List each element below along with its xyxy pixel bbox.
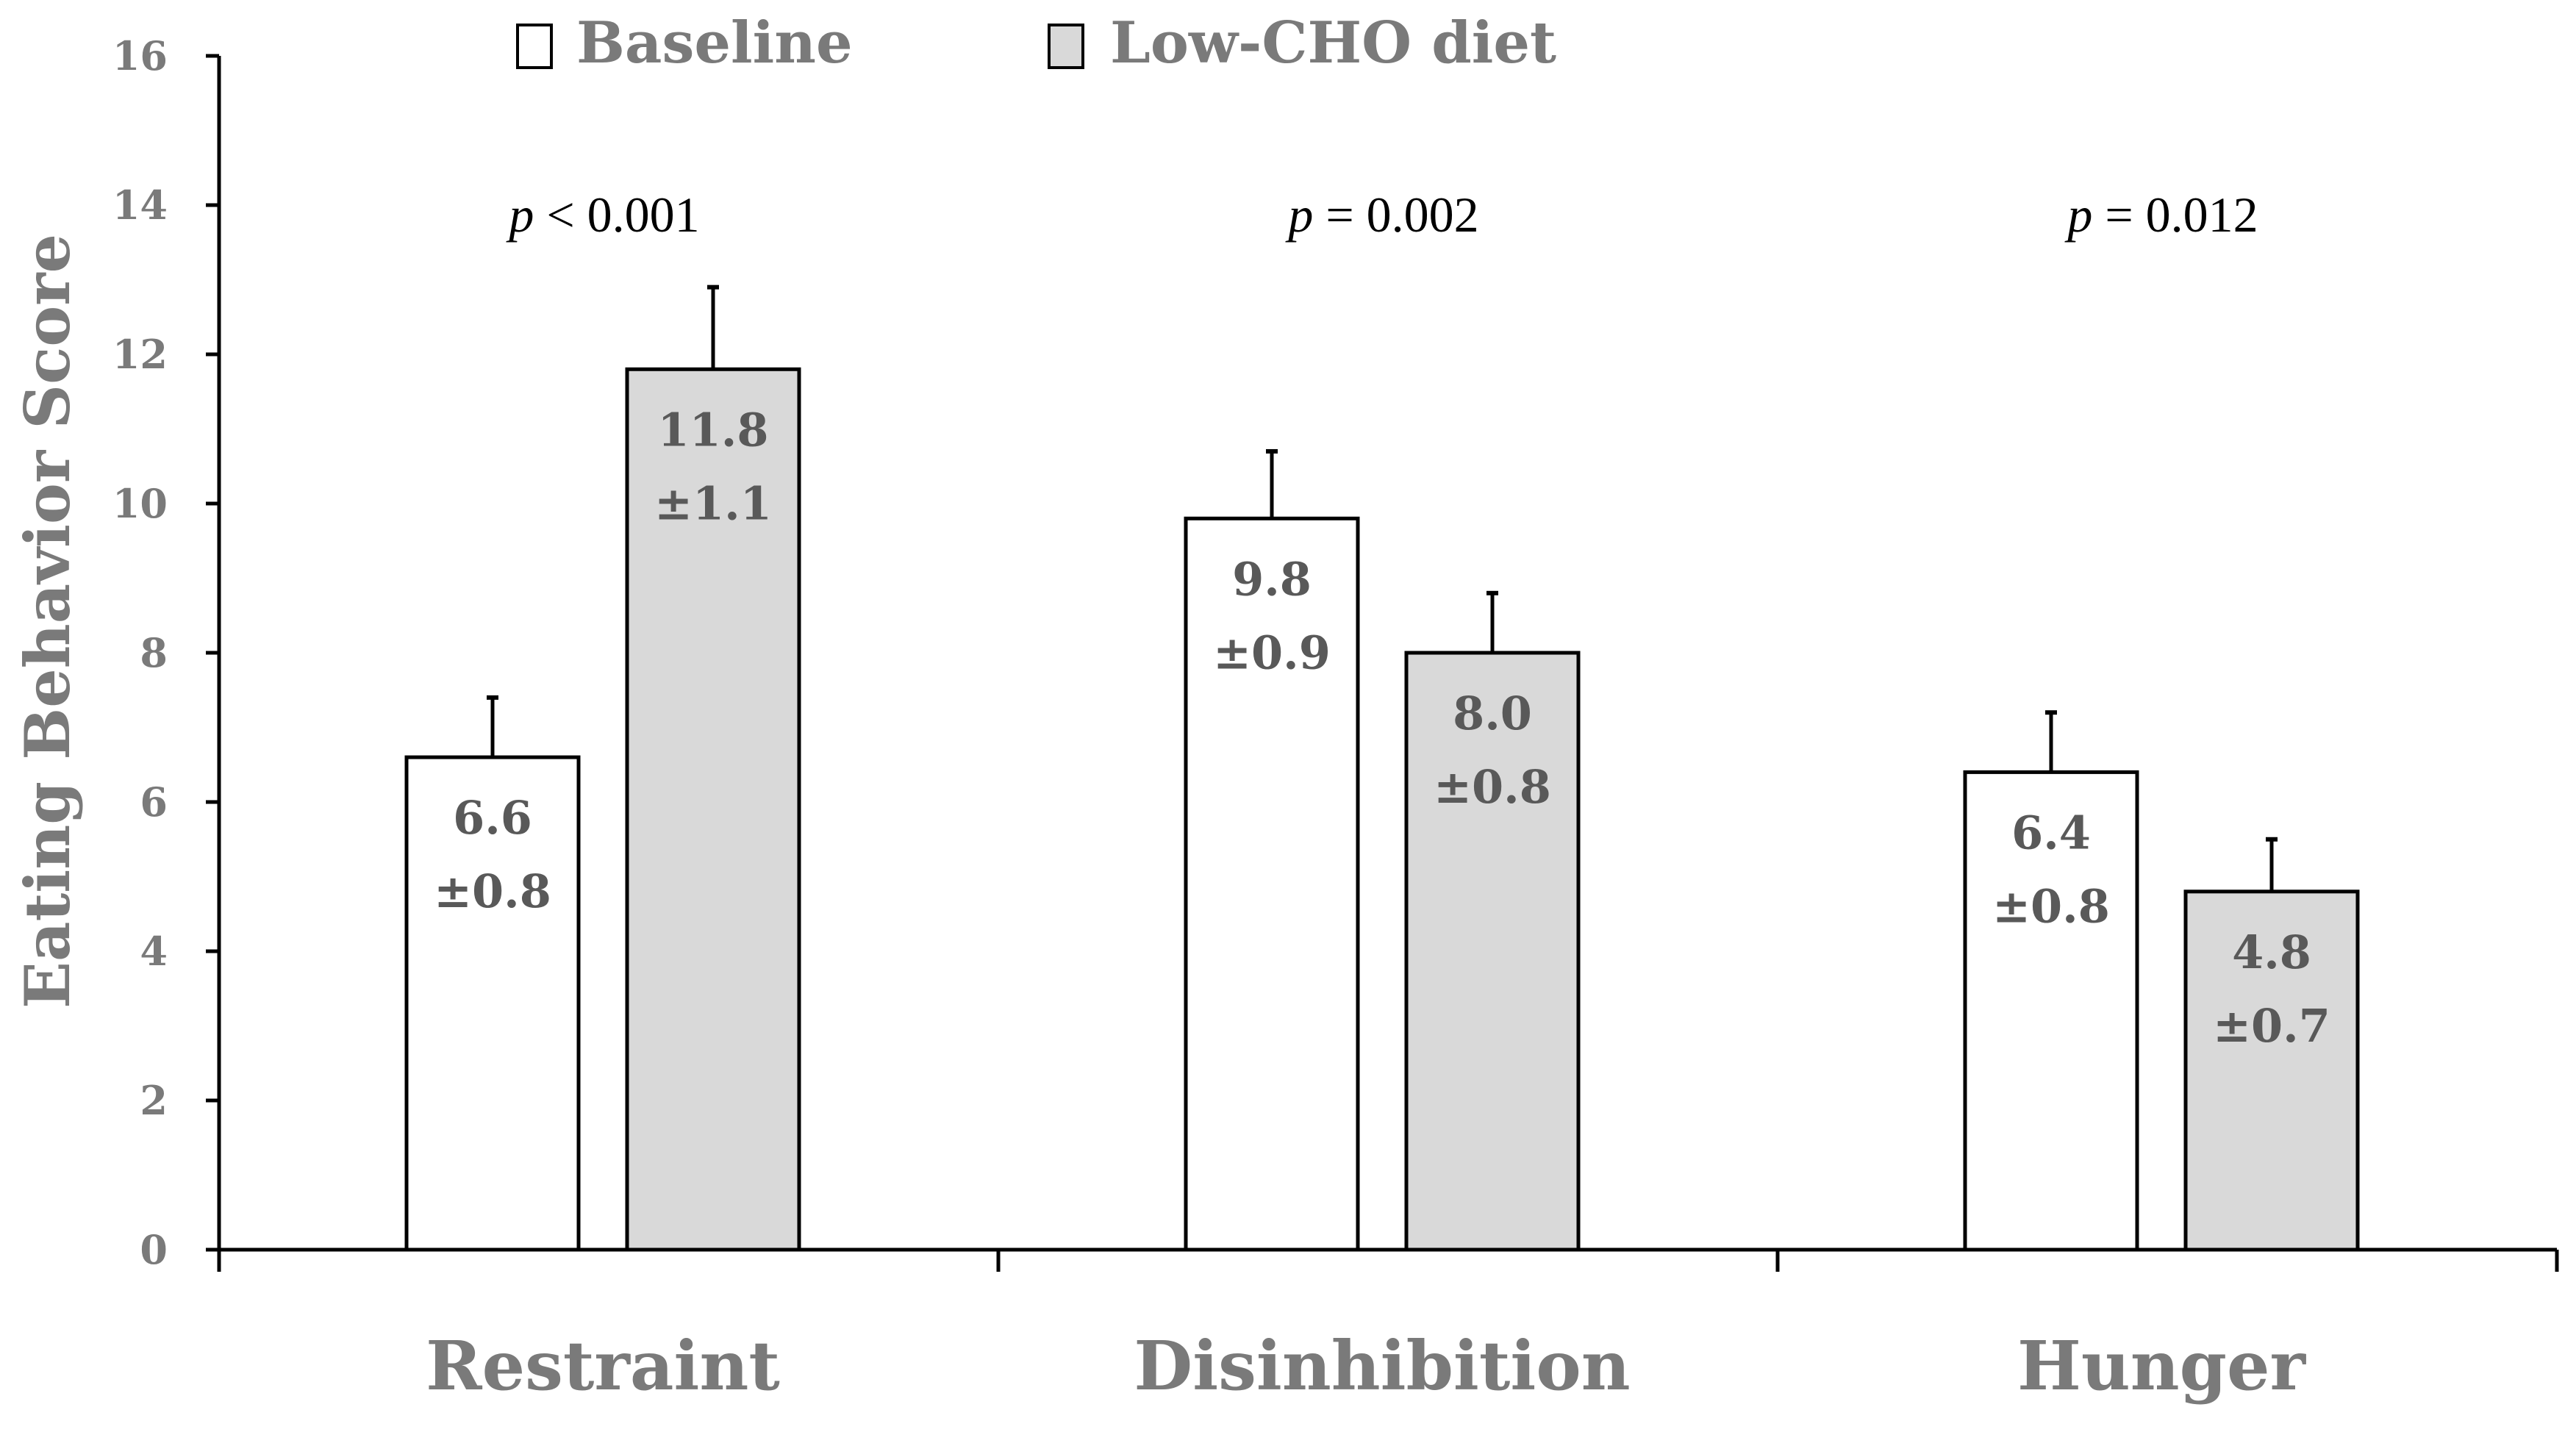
p-value-text: < 0.001 [534, 187, 699, 243]
error-label-restraint-baseline: ±0.8 [434, 864, 551, 918]
legend-label-low-cho: Low-CHO diet [1110, 10, 1556, 76]
p-symbol: p [506, 187, 534, 243]
bar-hunger-baseline [1963, 770, 2139, 1252]
y-axis: 0 2 4 6 8 10 12 14 16 [112, 32, 221, 1273]
y-axis-label: Eating Behavior Score [11, 234, 84, 1009]
bar-hunger-low-cho [2183, 889, 2360, 1252]
legend-label-baseline: Baseline [576, 10, 853, 76]
legend: Baseline Low-CHO diet [516, 10, 1556, 76]
x-category-label-hunger: Hunger [2017, 1326, 2307, 1406]
x-category-label-disinhibition: Disinhibition [1134, 1326, 1630, 1406]
x-axis: Restraint Disinhibition Hunger [217, 1247, 2559, 1406]
p-symbol: p [2064, 187, 2092, 243]
error-label-hunger-low-cho: ±0.7 [2213, 999, 2330, 1053]
error-label-restraint-low-cho: ±1.1 [654, 476, 772, 530]
value-label-restraint-low-cho: 11.8 [657, 403, 768, 457]
y-tick-label-4: 4 [140, 928, 168, 975]
bar-restraint-low-cho [625, 367, 801, 1252]
p-symbol: p [1285, 187, 1313, 243]
p-value-annotations: p < 0.001 p = 0.002 p = 0.012 [506, 187, 2258, 243]
legend-swatch-low-cho [1048, 24, 1084, 69]
error-label-disinhibition-low-cho: ±0.8 [1434, 760, 1551, 814]
legend-swatch-baseline [516, 24, 553, 69]
y-tick-label-6: 6 [140, 778, 168, 826]
x-category-label-restraint: Restraint [426, 1326, 780, 1406]
bar-disinhibition-low-cho [1404, 651, 1581, 1252]
y-tick-label-12: 12 [112, 331, 168, 378]
y-tick-label-14: 14 [112, 182, 168, 229]
error-label-hunger-baseline: ±0.8 [1992, 879, 2110, 933]
p-value-restraint: p < 0.001 [506, 187, 699, 243]
value-label-hunger-baseline: 6.4 [2011, 806, 2091, 859]
y-tick-label-16: 16 [112, 32, 168, 79]
bar-disinhibition-baseline [1184, 516, 1360, 1252]
error-label-disinhibition-baseline: ±0.9 [1213, 626, 1331, 679]
y-tick-label-2: 2 [140, 1077, 168, 1124]
y-tick-label-0: 0 [140, 1226, 168, 1273]
bar-restraint-baseline [404, 755, 581, 1252]
p-value-hunger: p = 0.012 [2064, 187, 2258, 243]
bars: 6.6 ±0.8 11.8 ±1.1 9.8 ±0.9 8.0 ±0.8 6.4 ±0.8 4.8 ±… [404, 284, 2360, 1252]
p-value-text: = 0.002 [1313, 187, 1478, 243]
y-tick-label-10: 10 [112, 480, 168, 527]
value-label-disinhibition-baseline: 9.8 [1232, 552, 1312, 606]
value-label-hunger-low-cho: 4.8 [2232, 926, 2311, 979]
p-value-disinhibition: p = 0.002 [1285, 187, 1478, 243]
y-tick-label-8: 8 [140, 629, 168, 676]
value-label-restraint-baseline: 6.6 [453, 791, 532, 845]
value-label-disinhibition-low-cho: 8.0 [1453, 687, 1532, 740]
p-value-text: = 0.012 [2092, 187, 2258, 243]
